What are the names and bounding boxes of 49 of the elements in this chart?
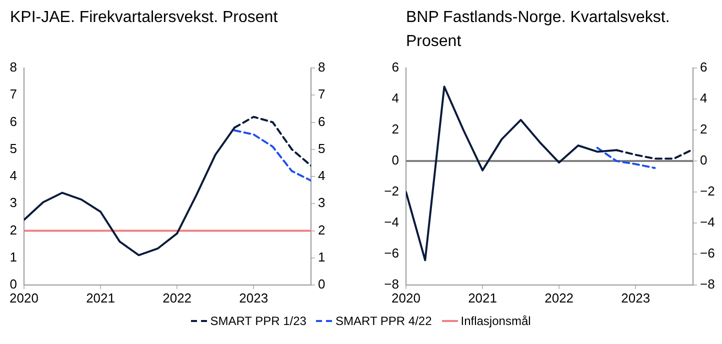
y-tick-label: 2 (392, 122, 399, 137)
y2-tick-label: −2 (700, 184, 715, 199)
chart-title: BNP Fastlands-Norge. Kvartalsvekst. Prosent (406, 8, 671, 52)
y-tick-label: 3 (10, 195, 17, 210)
y2-tick-label: −4 (700, 214, 715, 230)
y-tick-label: 7 (10, 86, 17, 102)
y-tick-label: −8 (384, 276, 399, 292)
y2-tick-label: 2 (318, 222, 326, 238)
y-tick-label: 1 (10, 249, 17, 264)
y2-tick-label: 3 (318, 195, 326, 210)
y2-tick-label: 6 (700, 60, 708, 75)
y2-tick-label: 6 (318, 114, 326, 129)
x-tick-label: 2023 (621, 290, 650, 306)
line-series (233, 129, 311, 182)
y-tick-label: −2 (384, 184, 399, 199)
y2-tick-label: 5 (318, 140, 326, 156)
x-tick-label: 2023 (239, 290, 268, 306)
x-tick-label: 2022 (544, 290, 574, 306)
x-tick-label: 2022 (162, 290, 192, 306)
legend-label: Inflasjonsmål (460, 314, 531, 328)
y2-tick-label: 1 (318, 249, 326, 264)
y-tick-label: 4 (10, 168, 17, 184)
chart-title: KPI-JAE. Firekvartalersvekst. Prosent (10, 8, 279, 28)
y-tick-label: 0 (392, 152, 399, 168)
x-tick-label: 2020 (392, 290, 420, 306)
y2-tick-label: 7 (318, 86, 326, 102)
line-series (596, 146, 656, 169)
y2-tick-label: 2 (700, 122, 708, 137)
x-tick-label: 2020 (10, 290, 38, 306)
legend-label: SMART PPR 4/22 (335, 314, 432, 328)
y-tick-label: 5 (10, 140, 17, 156)
x-tick-label: 2021 (468, 290, 497, 306)
y2-tick-label: 0 (318, 276, 326, 292)
y-tick-label: 0 (10, 276, 17, 292)
y-tick-label: 4 (392, 90, 399, 106)
y2-tick-label: −8 (700, 276, 715, 292)
y2-tick-label: 0 (700, 152, 708, 168)
y2-tick-label: 4 (700, 90, 708, 106)
legend-label: SMART PPR 1/23 (210, 314, 306, 328)
y-tick-label: 8 (10, 60, 17, 75)
y-tick-label: −6 (384, 246, 399, 261)
y2-tick-label: −6 (700, 246, 715, 261)
y-tick-label: −4 (384, 214, 399, 230)
y-tick-label: 6 (10, 114, 17, 129)
y2-tick-label: 8 (318, 60, 326, 75)
y2-tick-label: 4 (318, 168, 326, 184)
y-tick-label: 6 (392, 60, 399, 75)
x-tick-label: 2021 (86, 290, 115, 306)
y-tick-label: 2 (10, 222, 17, 238)
